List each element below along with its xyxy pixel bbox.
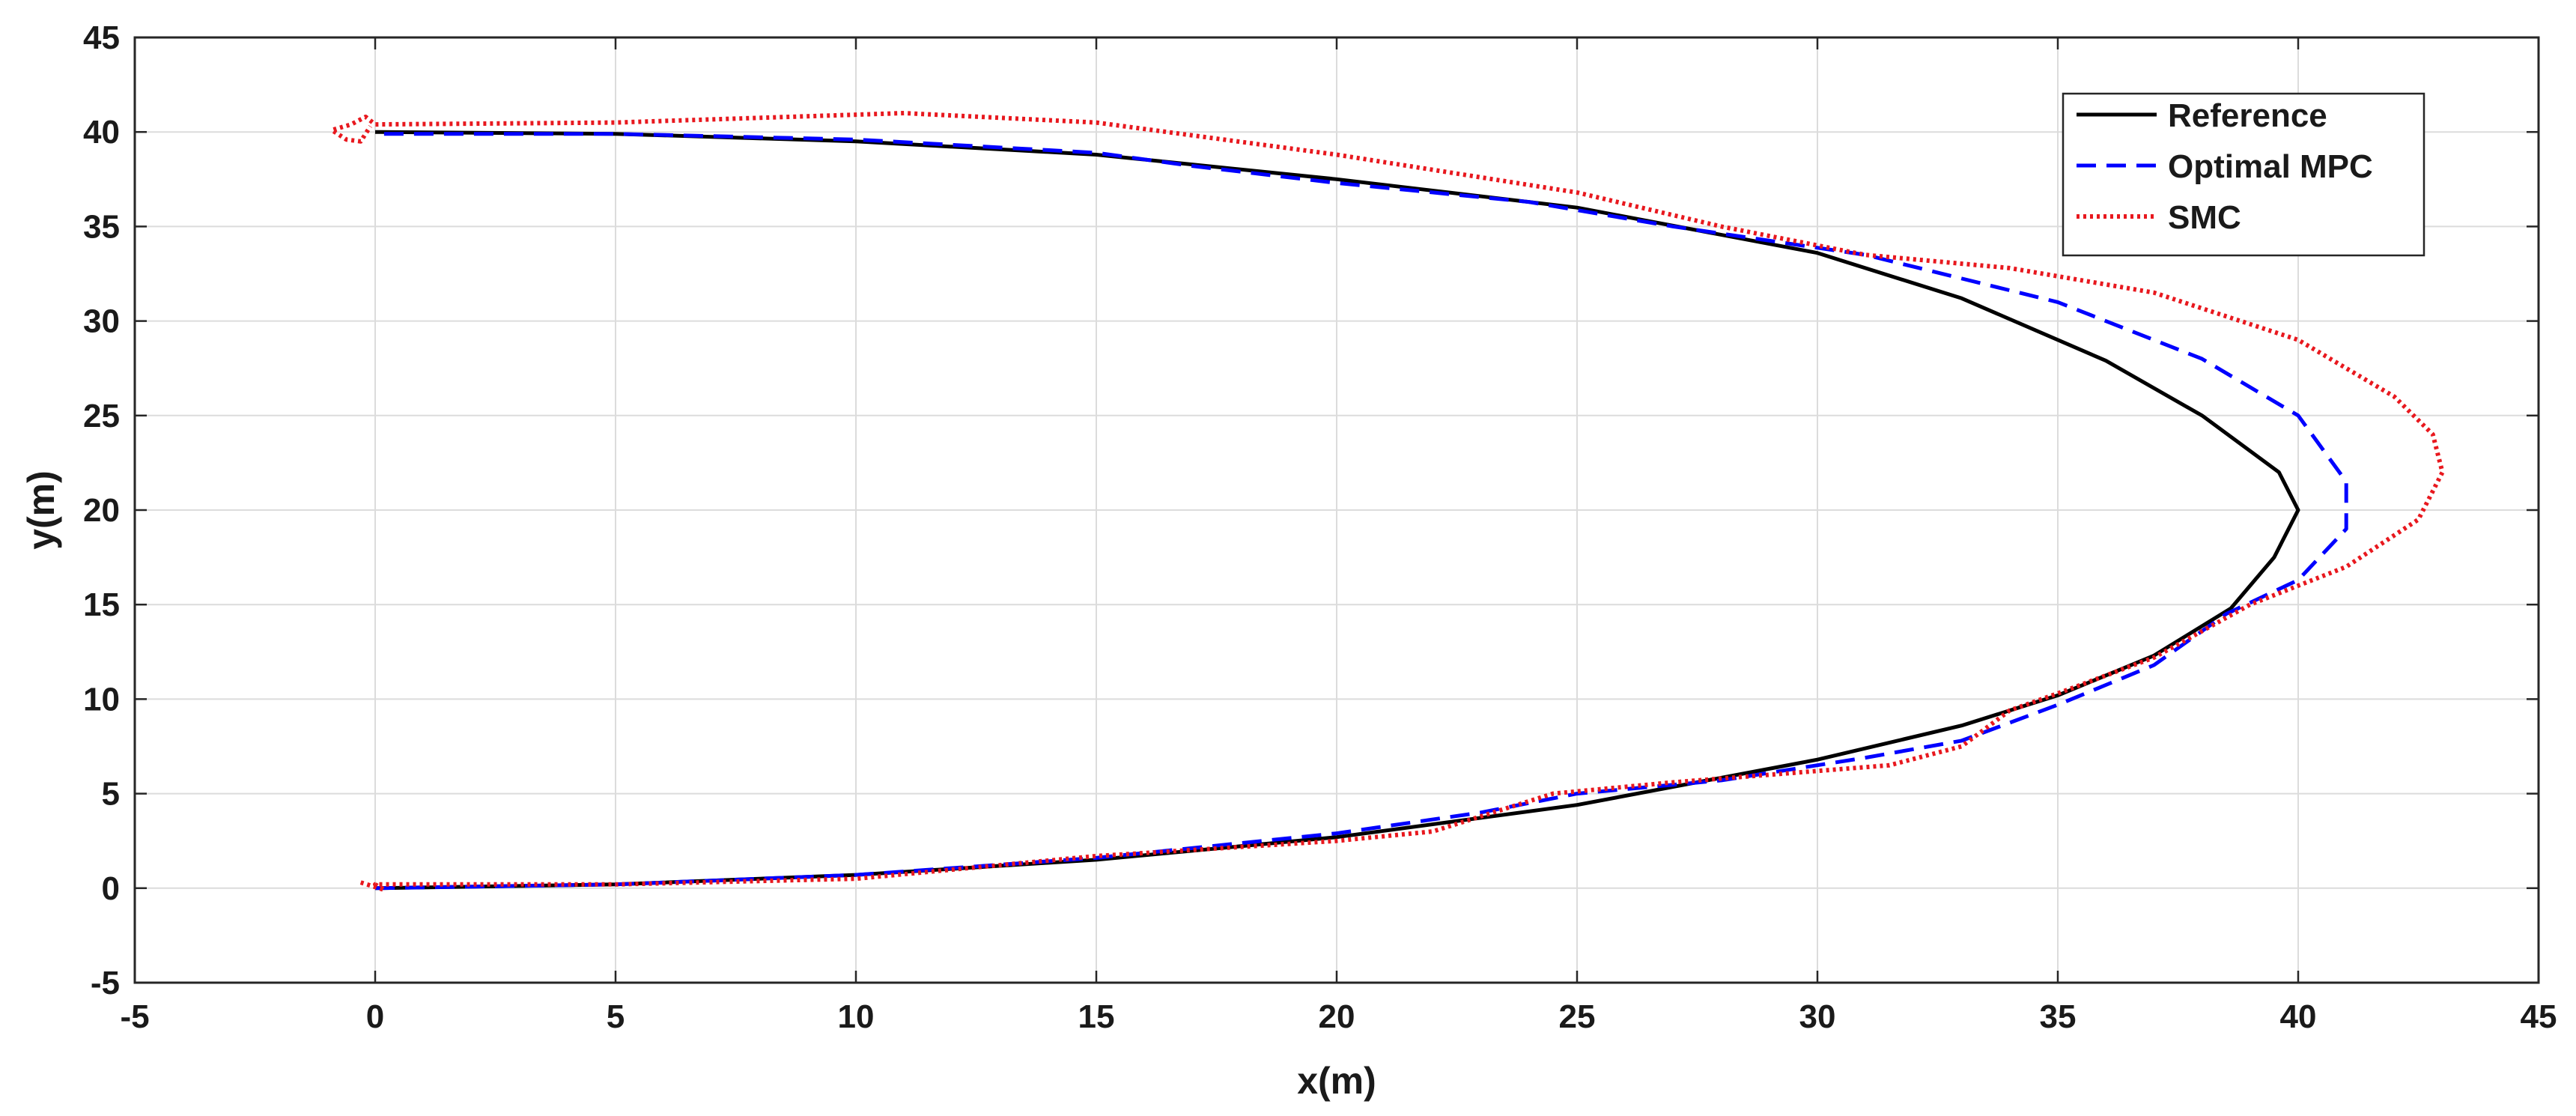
x-tick-label: 35: [2040, 998, 2077, 1035]
series-layer: [329, 111, 2445, 893]
y-tick-label: 45: [83, 19, 120, 56]
y-tick-label: 0: [102, 870, 120, 907]
x-axis-label: x(m): [1297, 1060, 1376, 1102]
ticks: -5 0 5 10 15 20 25 30 35 40 45 -5 0 5 10 15 20 25 30 35 40 45: [83, 19, 2557, 1035]
x-tick-label: 10: [838, 998, 875, 1035]
series-line-reference: [374, 130, 2300, 891]
y-tick-label: 20: [83, 492, 120, 529]
x-tick-label: 20: [1319, 998, 1355, 1035]
legend: Reference Optimal MPC SMC: [2062, 92, 2425, 257]
y-tick-label: 5: [102, 776, 120, 813]
y-tick-label: 25: [83, 398, 120, 434]
x-tick-label: 30: [1799, 998, 1836, 1035]
series-line-smc: [329, 111, 2445, 893]
legend-label: SMC: [2168, 199, 2241, 236]
x-tick-label: 45: [2521, 998, 2557, 1035]
legend-box: [2062, 92, 2425, 257]
y-tick-label: 35: [83, 208, 120, 245]
y-tick-label: -5: [91, 965, 120, 1001]
y-axis-label: y(m): [20, 470, 62, 550]
x-tick-label: 0: [366, 998, 384, 1035]
x-tick-label: 5: [607, 998, 625, 1035]
x-tick-label: 40: [2280, 998, 2317, 1035]
series-line-optimal-mpc: [374, 132, 2348, 891]
y-tick-label: 15: [83, 586, 120, 623]
legend-label: Optimal MPC: [2168, 148, 2373, 185]
x-tick-label: 15: [1078, 998, 1115, 1035]
y-tick-label: 10: [83, 681, 120, 718]
y-tick-label: 30: [83, 303, 120, 340]
x-tick-label: 25: [1559, 998, 1596, 1035]
x-tick-label: -5: [120, 998, 149, 1035]
y-tick-label: 40: [83, 114, 120, 151]
legend-label: Reference: [2168, 97, 2327, 134]
